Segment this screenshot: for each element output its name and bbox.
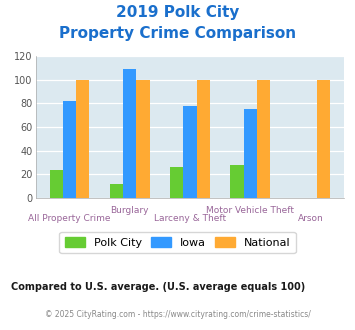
Text: Larceny & Theft: Larceny & Theft — [154, 214, 226, 223]
Text: Property Crime Comparison: Property Crime Comparison — [59, 26, 296, 41]
Bar — [50, 170, 63, 198]
Bar — [123, 69, 136, 198]
Text: 2019 Polk City: 2019 Polk City — [116, 5, 239, 20]
Bar — [170, 167, 183, 198]
Bar — [230, 165, 244, 198]
Bar — [183, 106, 197, 198]
Bar — [317, 80, 330, 198]
Text: Compared to U.S. average. (U.S. average equals 100): Compared to U.S. average. (U.S. average … — [11, 282, 305, 292]
Text: Arson: Arson — [297, 214, 323, 223]
Bar — [244, 109, 257, 198]
Legend: Polk City, Iowa, National: Polk City, Iowa, National — [59, 232, 296, 253]
Bar — [136, 80, 149, 198]
Bar — [76, 80, 89, 198]
Text: Burglary: Burglary — [110, 206, 149, 215]
Bar — [63, 101, 76, 198]
Text: © 2025 CityRating.com - https://www.cityrating.com/crime-statistics/: © 2025 CityRating.com - https://www.city… — [45, 310, 310, 319]
Text: Motor Vehicle Theft: Motor Vehicle Theft — [206, 206, 294, 215]
Bar — [257, 80, 270, 198]
Text: All Property Crime: All Property Crime — [28, 214, 111, 223]
Bar — [110, 184, 123, 198]
Bar — [197, 80, 210, 198]
